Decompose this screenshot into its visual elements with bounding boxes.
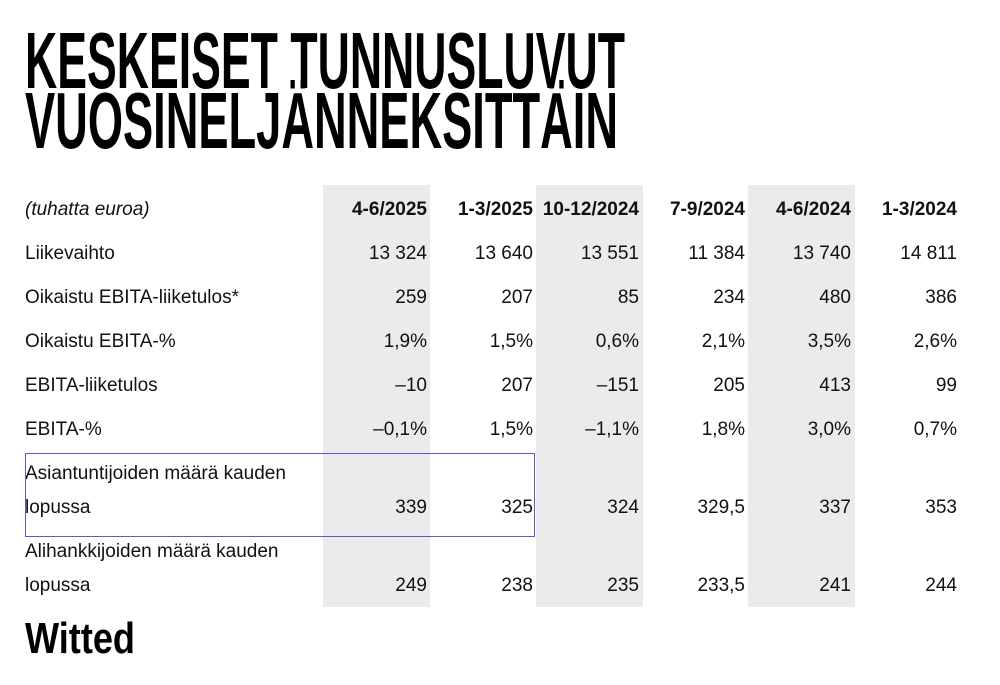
cell-value: 329,5: [697, 497, 745, 518]
unit-label: (tuhatta euroa): [25, 199, 150, 220]
table-row: Oikaistu EBITA-% 1,9% 1,5% 0,6% 2,1% 3,5% 2,6%: [25, 315, 960, 359]
cell-value: 14 811: [900, 243, 957, 264]
cell-value: 337: [819, 497, 851, 518]
cell-value: 353: [925, 497, 957, 518]
cell-value: 249: [395, 575, 427, 596]
cell-value: 244: [925, 575, 957, 596]
cell-value: 325: [501, 497, 533, 518]
cell-value: 2,1%: [701, 331, 745, 352]
cell-value: 339: [395, 497, 427, 518]
cell-value: 13 740: [792, 243, 851, 264]
cell-value: 205: [713, 375, 745, 396]
table-row: Oikaistu EBITA-liiketulos* 259 207 85 234 480…: [25, 271, 960, 315]
row-label: EBITA-%: [25, 419, 102, 440]
title-line: VUOSINELJÄNNEKSITTÄIN: [25, 76, 618, 165]
column-shade: [748, 185, 855, 607]
row-label: Asiantuntijoiden määrä kauden lopussa: [25, 463, 286, 518]
cell-value: 413: [819, 375, 851, 396]
cell-value: 386: [925, 287, 957, 308]
table-row: Alihankkijoiden määrä kauden lopussa 249 2…: [25, 525, 960, 603]
cell-value: 207: [501, 375, 533, 396]
cell-value: 1,5%: [489, 331, 533, 352]
cell-value: 1,9%: [383, 331, 427, 352]
cell-value: 207: [501, 287, 533, 308]
table-row: Asiantuntijoiden määrä kauden lopussa 339…: [25, 447, 960, 525]
column-shade: [536, 185, 643, 607]
cell-value: 241: [819, 575, 851, 596]
cell-value: –10: [395, 375, 427, 396]
highlight-box: [25, 453, 535, 537]
cell-value: 234: [713, 287, 745, 308]
cell-value: –151: [596, 375, 639, 396]
row-label: Liikevaihto: [25, 243, 115, 264]
cell-value: 99: [935, 375, 957, 396]
column-header: 7-9/2024: [669, 199, 745, 220]
cell-value: –1,1%: [585, 419, 639, 440]
cell-value: 11 384: [688, 243, 745, 264]
header-row: (tuhatta euroa) 4-6/2025 1-3/2025 10-12/202…: [25, 193, 960, 227]
column-header: 10-12/2024: [542, 199, 639, 220]
cell-value: 480: [819, 287, 851, 308]
cell-value: 259: [395, 287, 427, 308]
row-label: EBITA-liiketulos: [25, 375, 158, 396]
table: (tuhatta euroa) 4-6/2025 1-3/2025 10-12/202…: [25, 193, 960, 603]
column-header: 4-6/2025: [351, 199, 427, 220]
cell-value: 1,5%: [489, 419, 533, 440]
cell-value: 0,6%: [595, 331, 639, 352]
cell-value: 3,5%: [807, 331, 851, 352]
row-label: Alihankkijoiden määrä kauden lopussa: [25, 541, 279, 596]
cell-value: 0,7%: [913, 419, 957, 440]
cell-value: 1,8%: [701, 419, 745, 440]
cell-value: –0,1%: [373, 419, 427, 440]
cell-value: 2,6%: [913, 331, 957, 352]
cell-value: 238: [501, 575, 533, 596]
cell-value: 324: [607, 497, 639, 518]
cell-value: 3,0%: [807, 419, 851, 440]
table-row: EBITA-% –0,1% 1,5% –1,1% 1,8% 3,0% 0,7%: [25, 403, 960, 447]
cell-value: 235: [607, 575, 639, 596]
logo: Witted: [25, 614, 135, 663]
table-row: EBITA-liiketulos –10 207 –151 205 413 99: [25, 359, 960, 403]
table-row: Liikevaihto 13 324 13 640 13 551 11 384 13 74…: [25, 227, 960, 271]
cell-value: 233,5: [697, 575, 745, 596]
column-header: 1-3/2025: [457, 199, 533, 220]
title-line: KESKEISET TUNNUSLUVUT: [25, 16, 625, 105]
row-label: Oikaistu EBITA-liiketulos*: [25, 287, 239, 308]
cell-value: 13 640: [474, 243, 533, 264]
column-header: 1-3/2024: [881, 199, 957, 220]
cell-value: 13 551: [580, 243, 639, 264]
column-header: 4-6/2024: [775, 199, 851, 220]
cell-value: 13 324: [368, 243, 427, 264]
cell-value: 85: [617, 287, 639, 308]
row-label: Oikaistu EBITA-%: [25, 331, 176, 352]
